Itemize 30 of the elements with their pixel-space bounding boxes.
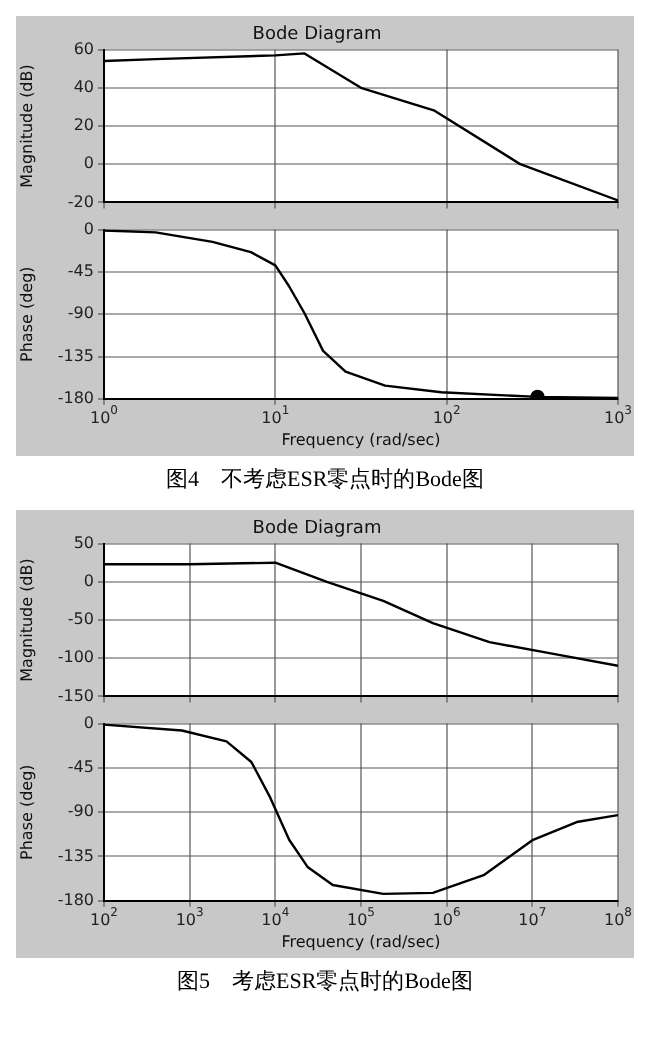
y-tick-label: 50 [73, 533, 94, 552]
y-tick-label: -150 [57, 686, 94, 705]
y-tick-label: -90 [67, 802, 94, 821]
caption: 图5 考虑ESR零点时的Bode图 [175, 967, 475, 996]
y-tick-label: 0 [83, 219, 94, 238]
y-tick-label: -20 [67, 192, 94, 211]
y-tick-label: -135 [57, 846, 94, 865]
y-tick-label: -45 [67, 758, 94, 777]
y-tick-label: -100 [57, 648, 94, 667]
y-axis-title: Magnitude (dB) [17, 64, 36, 188]
y-tick-label: -180 [57, 388, 94, 407]
y-tick-label: -50 [67, 610, 94, 629]
y-axis-title: Phase (deg) [17, 764, 36, 860]
chart-title: Bode Diagram [252, 25, 382, 46]
y-tick-label: 0 [83, 571, 94, 590]
y-tick-label: -180 [57, 890, 94, 909]
chart-title: Bode Diagram [252, 519, 382, 540]
y-tick-label: 0 [83, 154, 94, 173]
y-tick-label: -45 [67, 262, 94, 281]
y-tick-label: 0 [83, 713, 94, 732]
caption: 图4 不考虑ESR零点时的Bode图 [164, 465, 486, 494]
x-axis-title: Frequency (rad/sec) [281, 430, 441, 449]
y-axis-title: Phase (deg) [17, 266, 36, 362]
y-axis-title: Magnitude (dB) [17, 558, 36, 682]
y-tick-label: 20 [73, 116, 94, 135]
x-axis-title: Frequency (rad/sec) [281, 932, 441, 951]
y-tick-label: -90 [67, 304, 94, 323]
y-tick-label: 40 [73, 77, 94, 96]
y-tick-label: 60 [73, 39, 94, 58]
y-tick-label: -135 [57, 346, 94, 365]
